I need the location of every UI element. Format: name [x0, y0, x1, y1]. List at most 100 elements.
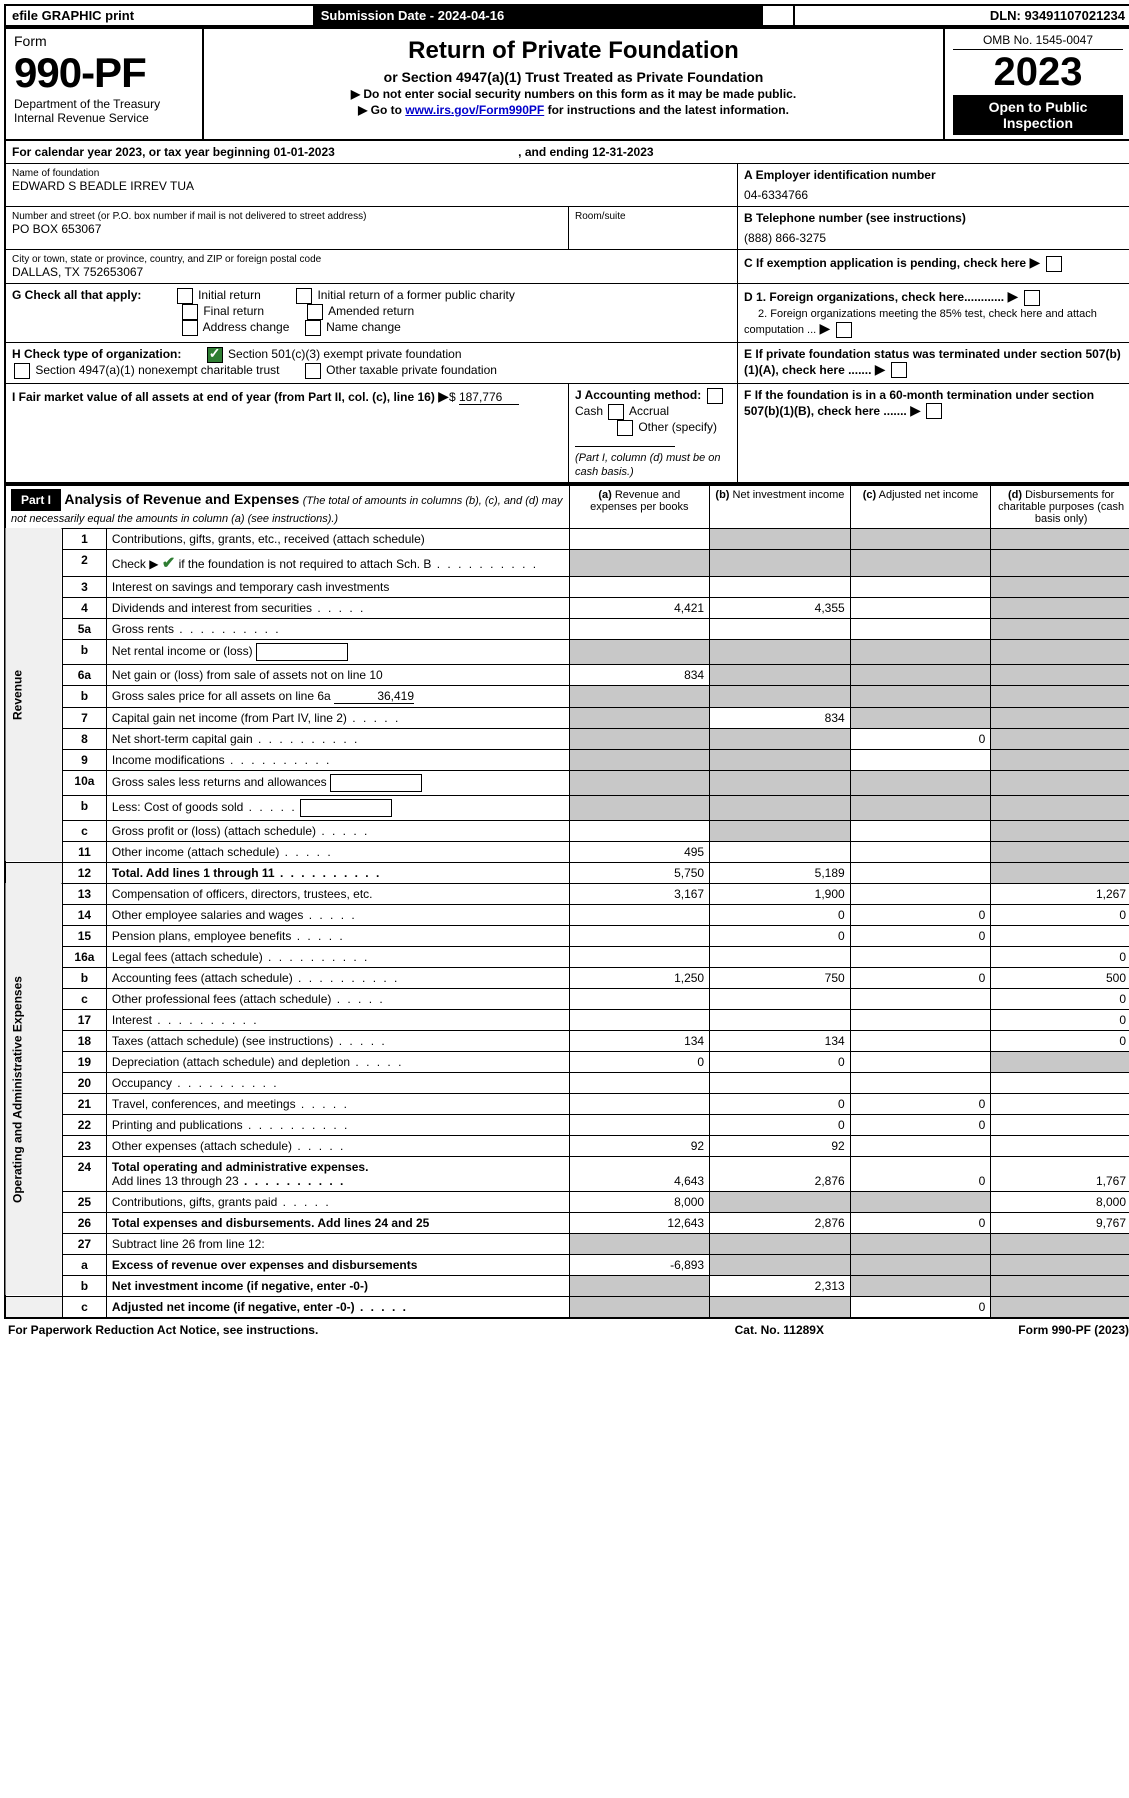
other-taxable-checkbox[interactable]	[305, 363, 321, 379]
dln: DLN: 93491107021234	[794, 5, 1129, 26]
submission-date: Submission Date - 2024-04-16	[314, 5, 762, 26]
form-word: Form	[14, 33, 194, 49]
address-label: Number and street (or P.O. box number if…	[12, 211, 562, 222]
line-10b: Less: Cost of goods sold	[106, 795, 569, 820]
l13-a: 3,167	[569, 883, 710, 904]
j-label: J Accounting method:	[575, 388, 701, 402]
line-3: Interest on savings and temporary cash i…	[106, 576, 569, 597]
line-17: Interest	[106, 1009, 569, 1030]
l19-b: 0	[710, 1051, 851, 1072]
line-9: Income modifications	[106, 749, 569, 770]
line-21: Travel, conferences, and meetings	[106, 1093, 569, 1114]
line-7: Capital gain net income (from Part IV, l…	[106, 707, 569, 728]
initial-former-checkbox[interactable]	[296, 288, 312, 304]
ein-label: A Employer identification number	[744, 168, 1125, 182]
h-label: H Check type of organization:	[12, 347, 181, 361]
line-20: Occupancy	[106, 1072, 569, 1093]
col-c-head: Adjusted net income	[879, 489, 979, 501]
form-link[interactable]: www.irs.gov/Form990PF	[405, 103, 544, 117]
line-26: Total expenses and disbursements. Add li…	[106, 1212, 569, 1233]
amended-checkbox[interactable]	[307, 304, 323, 320]
tax-year: 2023	[953, 50, 1123, 95]
d1-checkbox[interactable]	[1024, 290, 1040, 306]
l18-a: 134	[569, 1030, 710, 1051]
form-ref: Form 990-PF (2023)	[882, 1319, 1129, 1341]
line-13: Compensation of officers, directors, tru…	[106, 883, 569, 904]
cash-checkbox[interactable]	[707, 388, 723, 404]
line-19: Depreciation (attach schedule) and deple…	[106, 1051, 569, 1072]
room-label: Room/suite	[575, 211, 731, 222]
l27a-a: -6,893	[569, 1254, 710, 1275]
part1-title: Analysis of Revenue and Expenses	[64, 491, 299, 507]
c-label: C If exemption application is pending, c…	[744, 256, 1026, 270]
efile-label[interactable]: efile GRAPHIC print	[5, 5, 314, 26]
address-change-checkbox[interactable]	[182, 320, 198, 336]
city-label: City or town, state or province, country…	[12, 254, 731, 265]
d2-checkbox[interactable]	[836, 322, 852, 338]
l19-a: 0	[569, 1051, 710, 1072]
line-16b: Accounting fees (attach schedule)	[106, 967, 569, 988]
l14-b: 0	[710, 904, 851, 925]
l26-d: 9,767	[991, 1212, 1129, 1233]
line-4: Dividends and interest from securities	[106, 597, 569, 618]
line-10a: Gross sales less returns and allowances	[106, 770, 569, 795]
final-return-checkbox[interactable]	[182, 304, 198, 320]
l11-a: 495	[569, 841, 710, 862]
line-16a: Legal fees (attach schedule)	[106, 946, 569, 967]
paperwork-notice: For Paperwork Reduction Act Notice, see …	[4, 1319, 676, 1341]
top-bar: efile GRAPHIC print Submission Date - 20…	[4, 4, 1129, 27]
open-public: Open to Public Inspection	[953, 95, 1123, 135]
c-checkbox[interactable]	[1046, 256, 1062, 272]
d1-label: D 1. Foreign organizations, check here..…	[744, 290, 1004, 304]
l24-b: 2,876	[710, 1156, 851, 1191]
l22-b: 0	[710, 1114, 851, 1135]
f-checkbox[interactable]	[926, 403, 942, 419]
line-6a: Net gain or (loss) from sale of assets n…	[106, 664, 569, 685]
revenue-section-label: Revenue	[5, 528, 62, 862]
form-subtitle: or Section 4947(a)(1) Trust Treated as P…	[212, 69, 935, 85]
form-title: Return of Private Foundation	[212, 37, 935, 65]
initial-return-checkbox[interactable]	[177, 288, 193, 304]
l16b-c: 0	[850, 967, 991, 988]
other-method-checkbox[interactable]	[617, 420, 633, 436]
name-change-checkbox[interactable]	[305, 320, 321, 336]
l16c-d: 0	[991, 988, 1129, 1009]
line-27: Subtract line 26 from line 12:	[106, 1233, 569, 1254]
501c3-checkbox[interactable]	[207, 347, 223, 363]
l22-c: 0	[850, 1114, 991, 1135]
omb-number: OMB No. 1545-0047	[953, 33, 1123, 50]
line-5b: Net rental income or (loss)	[106, 639, 569, 664]
accrual-checkbox[interactable]	[608, 404, 624, 420]
line-18: Taxes (attach schedule) (see instruction…	[106, 1030, 569, 1051]
l15-b: 0	[710, 925, 851, 946]
irs: Internal Revenue Service	[14, 111, 194, 125]
l24-a: 4,643	[569, 1156, 710, 1191]
fmv-value: 187,776	[459, 390, 519, 405]
l18-d: 0	[991, 1030, 1129, 1051]
ssn-note: ▶ Do not enter social security numbers o…	[212, 87, 935, 101]
e-checkbox[interactable]	[891, 362, 907, 378]
page-footer: For Paperwork Reduction Act Notice, see …	[4, 1319, 1129, 1341]
line-25: Contributions, gifts, grants paid	[106, 1191, 569, 1212]
l21-b: 0	[710, 1093, 851, 1114]
line-14: Other employee salaries and wages	[106, 904, 569, 925]
e-label: E If private foundation status was termi…	[744, 347, 1121, 377]
l26-b: 2,876	[710, 1212, 851, 1233]
l14-c: 0	[850, 904, 991, 925]
line-24: Total operating and administrative expen…	[106, 1156, 569, 1191]
line-2: Check ▶ ✔ if the foundation is not requi…	[106, 549, 569, 576]
l13-b: 1,900	[710, 883, 851, 904]
l7-b: 834	[710, 707, 851, 728]
calendar-year: For calendar year 2023, or tax year begi…	[12, 145, 335, 159]
l4-b: 4,355	[710, 597, 851, 618]
line-27c: Adjusted net income (if negative, enter …	[106, 1296, 569, 1318]
4947-checkbox[interactable]	[14, 363, 30, 379]
form-number: 990-PF	[14, 49, 194, 97]
l27b-b: 2,313	[710, 1275, 851, 1296]
l15-c: 0	[850, 925, 991, 946]
col-b-head: Net investment income	[733, 489, 845, 501]
phone: (888) 866-3275	[744, 231, 1125, 245]
line-12: Total. Add lines 1 through 11	[106, 862, 569, 883]
d2-label: 2. Foreign organizations meeting the 85%…	[744, 308, 1097, 336]
dept-treasury: Department of the Treasury	[14, 97, 194, 111]
